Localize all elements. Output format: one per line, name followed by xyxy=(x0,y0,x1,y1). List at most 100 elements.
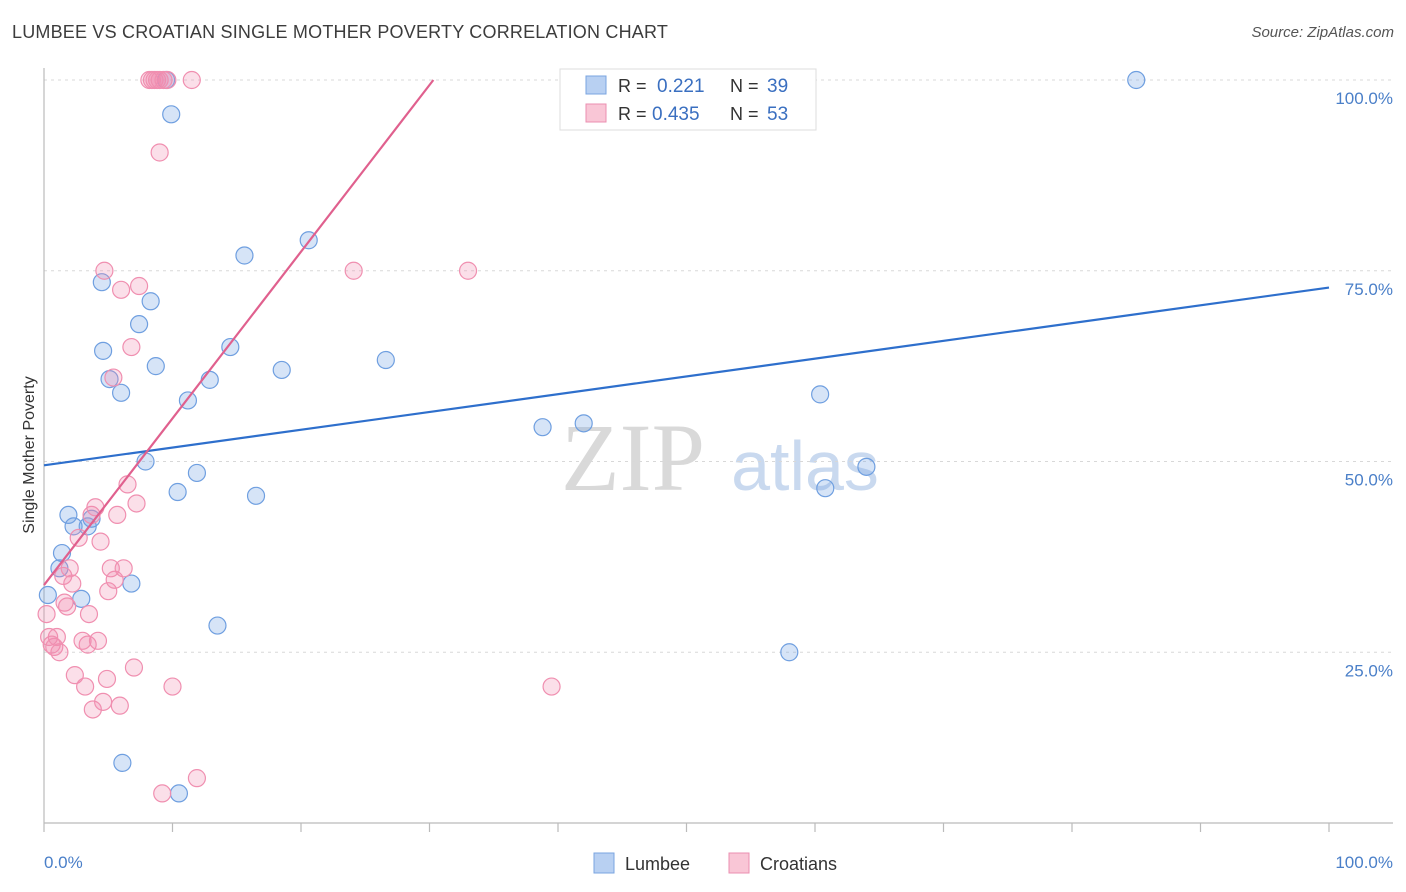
croatians-point-34 xyxy=(122,337,141,357)
croatians-point-25 xyxy=(99,582,118,601)
stats-lumbee-n-label: N = xyxy=(730,76,759,96)
source-label: Source: ZipAtlas.com xyxy=(1251,24,1394,41)
croatians-point-0 xyxy=(37,604,56,624)
croatians-point-26 xyxy=(101,559,120,578)
croatians-point-21 xyxy=(91,532,110,551)
croatians-point-11 xyxy=(65,666,84,685)
y-axis-title: Single Mother Poverty xyxy=(21,376,38,533)
lumbee-point-38 xyxy=(113,753,132,772)
croatians-point-50 xyxy=(344,261,363,280)
stats-croatians-n-value: 53 xyxy=(767,104,788,125)
lumbee-point-20 xyxy=(169,784,189,803)
lumbee-point-3 xyxy=(59,505,78,525)
croatians-point-30 xyxy=(110,696,129,715)
lumbee-point-27 xyxy=(246,486,266,505)
croatians-point-46 xyxy=(163,677,182,696)
croatians-point-47 xyxy=(153,784,172,803)
stats-croatians-n-label: N = xyxy=(730,104,759,124)
croatians-point-52 xyxy=(542,677,561,696)
croatians-point-9 xyxy=(60,559,79,578)
croatians-point-4 xyxy=(47,627,66,647)
croatians-trendline xyxy=(43,79,435,586)
y-tick-labels: 25.0% 50.0% 75.0% 100.0% xyxy=(1335,89,1393,680)
lumbee-point-33 xyxy=(780,643,799,662)
lumbee-point-0 xyxy=(38,585,57,605)
gridlines xyxy=(44,79,1393,653)
croatians-point-29 xyxy=(108,505,127,525)
axes xyxy=(43,68,1393,824)
lumbee-point-23 xyxy=(200,370,219,389)
croatians-point-36 xyxy=(127,494,146,513)
croatians-point-16 xyxy=(79,604,99,624)
stats-swatch-croatians xyxy=(585,103,607,123)
croatians-point-44 xyxy=(158,70,177,90)
x-tick-labels: 0.0% 100.0% xyxy=(44,853,1393,872)
stats-swatch-lumbee xyxy=(585,75,607,95)
croatians-point-5 xyxy=(50,643,69,662)
lumbee-point-4 xyxy=(64,517,83,536)
legend-swatch-lumbee xyxy=(593,852,615,874)
trendlines xyxy=(43,79,1330,586)
lumbee-trendline xyxy=(43,286,1330,467)
watermark-atlas: atlas xyxy=(731,427,879,505)
lumbee-point-32 xyxy=(574,414,593,433)
croatians-point-49 xyxy=(182,70,201,90)
croatians-point-18 xyxy=(83,700,102,719)
chart-title: LUMBEE VS CROATIAN SINGLE MOTHER POVERTY… xyxy=(12,22,669,42)
lumbee-point-11 xyxy=(111,383,131,402)
croatians-point-32 xyxy=(114,559,133,578)
croatians-point-14 xyxy=(76,677,95,696)
y-tick-label-3: 100.0% xyxy=(1335,89,1393,108)
lumbee-point-19 xyxy=(168,482,187,502)
croatians-point-42 xyxy=(150,70,169,90)
croatians-point-10 xyxy=(63,574,82,593)
lumbee-point-7 xyxy=(82,509,101,528)
croatians-point-19 xyxy=(86,498,105,517)
lumbee-point-30 xyxy=(376,350,395,370)
croatians-point-31 xyxy=(111,280,131,299)
lumbee-point-24 xyxy=(208,616,227,635)
croatians-point-48 xyxy=(187,769,207,788)
stats-lumbee-r-value: 0.221 xyxy=(657,76,705,97)
lumbee-point-8 xyxy=(92,273,111,292)
y-tick-label-2: 75.0% xyxy=(1345,280,1393,299)
lumbee-point-15 xyxy=(141,292,160,311)
lumbee-point-9 xyxy=(94,341,113,360)
x-tick-label-0: 0.0% xyxy=(44,853,83,872)
series-croatians-points xyxy=(37,70,561,803)
croatians-point-24 xyxy=(97,669,117,689)
y-tick-label-0: 25.0% xyxy=(1345,661,1393,680)
croatians-point-51 xyxy=(458,261,478,280)
lumbee-point-35 xyxy=(816,479,835,498)
lumbee-point-31 xyxy=(533,418,552,437)
bottom-legend: Lumbee Croatians xyxy=(593,852,837,874)
watermark-zip: ZIP xyxy=(561,404,705,511)
lumbee-point-22 xyxy=(187,463,207,483)
stats-legend: R = 0.221 N = 39 R = 0.435 N = 53 xyxy=(559,68,817,131)
stats-croatians-r-label: R = xyxy=(618,104,647,124)
croatians-point-15 xyxy=(78,635,97,654)
stats-lumbee-n-value: 39 xyxy=(767,76,788,97)
croatians-point-27 xyxy=(104,368,123,387)
croatians-point-20 xyxy=(88,631,108,650)
lumbee-point-34 xyxy=(811,385,830,404)
croatians-point-37 xyxy=(129,276,149,296)
lumbee-point-28 xyxy=(272,360,291,380)
lumbee-point-16 xyxy=(146,357,165,376)
lumbee-point-18 xyxy=(162,105,181,124)
legend-swatch-croatians xyxy=(728,852,750,874)
croatians-point-8 xyxy=(58,597,77,616)
x-ticks xyxy=(43,823,1330,832)
y-tick-label-1: 50.0% xyxy=(1345,471,1393,490)
croatians-point-35 xyxy=(124,658,144,677)
lumbee-point-12 xyxy=(122,574,141,593)
croatians-point-23 xyxy=(95,261,114,280)
lumbee-point-37 xyxy=(1127,70,1146,90)
stats-croatians-r-value: 0.435 xyxy=(652,104,700,125)
stats-lumbee-r-label: R = xyxy=(618,76,647,96)
lumbee-point-13 xyxy=(129,315,149,334)
croatians-point-45 xyxy=(150,143,169,162)
lumbee-point-25 xyxy=(221,337,240,357)
croatians-point-22 xyxy=(94,692,113,711)
